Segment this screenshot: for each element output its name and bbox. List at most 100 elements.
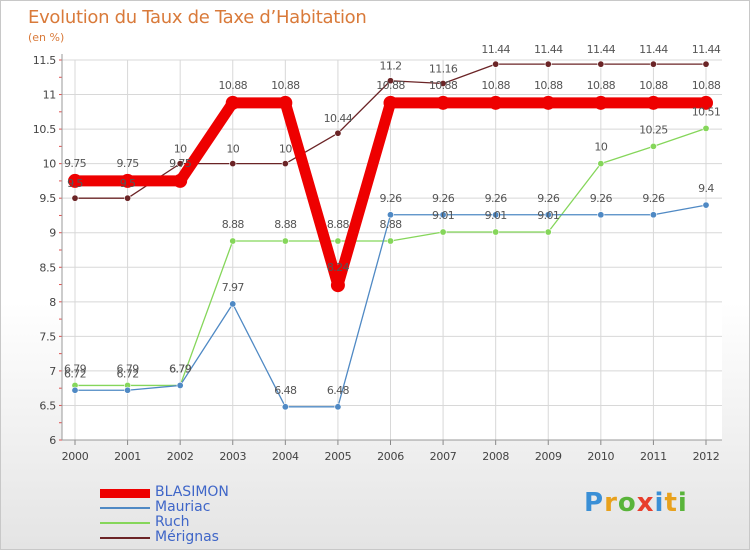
data-label-Ruch: 8.88 <box>327 218 350 231</box>
data-point-Mauriac <box>229 300 237 308</box>
y-tick-label: 11 <box>43 89 56 102</box>
data-point-Mauriac <box>281 403 289 411</box>
data-label-Mauriac: 6.79 <box>169 362 192 375</box>
x-tick-label: 2001 <box>114 450 141 463</box>
data-point-Mauriac <box>176 381 184 389</box>
data-label-Ruch: 8.88 <box>379 218 402 231</box>
data-point-BLASIMON <box>68 173 82 188</box>
data-label-BLASIMON: 10.88 <box>376 79 405 92</box>
plot-area <box>62 60 722 440</box>
data-point-Mérignas <box>229 160 237 168</box>
data-point-Mauriac <box>386 211 394 219</box>
y-tick-label: 10.5 <box>33 123 57 136</box>
legend-label: Mérignas <box>155 529 219 545</box>
legend-swatch <box>100 537 150 539</box>
data-point-Mérignas <box>492 60 500 68</box>
data-label-Mauriac: 6.48 <box>327 384 350 397</box>
data-point-Ruch <box>597 160 605 168</box>
y-tick-label: 8 <box>49 296 56 309</box>
data-label-BLASIMON: 9.75 <box>117 157 140 170</box>
x-tick-label: 2006 <box>377 450 404 463</box>
data-point-Mérignas <box>649 60 657 68</box>
data-label-Mauriac: 9.26 <box>432 192 455 205</box>
data-point-Ruch <box>492 228 500 236</box>
data-point-BLASIMON <box>488 95 503 110</box>
data-label-BLASIMON: 9.75 <box>64 157 87 170</box>
data-point-Mauriac <box>702 201 710 209</box>
data-point-Mérignas <box>176 160 184 168</box>
proxiti-logo: Proxiti <box>584 488 688 518</box>
x-tick-label: 2011 <box>640 450 667 463</box>
data-label-Mauriac: 6.72 <box>64 367 86 380</box>
data-label-Mérignas: 11.2 <box>379 60 401 73</box>
legend-label: Mauriac <box>155 499 211 515</box>
y-tick-label: 7.5 <box>39 330 56 343</box>
x-tick-label: 2007 <box>430 450 457 463</box>
data-label-Mérignas: 11.44 <box>534 43 563 56</box>
data-point-Mérignas <box>334 129 342 137</box>
data-label-Ruch: 6.79 <box>64 362 87 375</box>
legend-swatch <box>100 522 150 524</box>
data-point-Ruch <box>544 228 552 236</box>
legend-item: Mérignas <box>100 529 340 545</box>
x-tick-label: 2008 <box>482 450 509 463</box>
data-point-Mérignas <box>386 77 394 85</box>
data-label-Ruch: 9.01 <box>432 209 454 222</box>
unit-label: (en %) <box>28 31 65 44</box>
logo-letter: o <box>617 488 637 518</box>
data-label-BLASIMON: 10.88 <box>219 79 248 92</box>
data-point-BLASIMON <box>436 95 451 110</box>
data-label-Mauriac: 6.48 <box>274 384 297 397</box>
y-tick-label: 6 <box>49 434 56 447</box>
data-point-Ruch <box>702 124 710 132</box>
x-tick-label: 2012 <box>693 450 720 463</box>
y-tick-label: 10 <box>43 158 57 171</box>
data-label-Mérignas: 10 <box>279 143 292 156</box>
data-point-BLASIMON <box>383 95 398 110</box>
x-tick-label: 2002 <box>167 450 194 463</box>
data-point-Ruch <box>334 237 342 245</box>
data-point-Mauriac <box>597 211 605 219</box>
y-tick-label: 8.5 <box>39 261 56 274</box>
data-label-Mauriac: 9.26 <box>642 192 665 205</box>
logo-letter: P <box>584 488 605 518</box>
data-point-BLASIMON <box>699 95 713 110</box>
data-label-Mauriac: 7.97 <box>222 281 245 294</box>
data-label-BLASIMON: 10.88 <box>429 79 458 92</box>
data-point-Ruch <box>281 237 289 245</box>
data-point-Ruch <box>386 237 394 245</box>
legend-swatch <box>100 507 150 509</box>
data-label-Ruch: 10.51 <box>692 105 721 118</box>
data-point-Mauriac <box>544 211 552 219</box>
data-label-Mérignas: 11.44 <box>692 43 721 56</box>
data-point-Mauriac <box>649 211 657 219</box>
data-point-Mérignas <box>544 60 552 68</box>
data-point-Ruch <box>649 142 657 150</box>
data-point-BLASIMON <box>646 95 661 110</box>
data-point-BLASIMON <box>225 95 240 110</box>
legend-item: Mauriac <box>100 499 340 515</box>
data-label-BLASIMON: 10.88 <box>534 79 563 92</box>
legend-swatch <box>100 488 150 498</box>
data-point-BLASIMON <box>173 173 188 188</box>
data-point-Mérignas <box>71 194 79 202</box>
logo-letter: t <box>664 488 678 518</box>
data-point-Mérignas <box>124 194 132 202</box>
data-point-Mauriac <box>439 211 447 219</box>
data-label-Mérignas: 11.16 <box>429 62 458 75</box>
data-point-Mauriac <box>124 386 132 394</box>
data-point-Mérignas <box>597 60 605 68</box>
logo-letter: r <box>604 488 618 518</box>
logo-letter: x <box>636 488 655 518</box>
legend-item: Ruch <box>100 514 340 530</box>
data-label-BLASIMON: 10.88 <box>481 79 510 92</box>
y-tick-label: 6.5 <box>39 399 56 412</box>
data-label-Ruch: 6.79 <box>169 362 192 375</box>
x-tick-label: 2004 <box>272 450 299 463</box>
data-label-Mérignas: 9.5 <box>120 177 136 190</box>
data-label-Ruch: 6.79 <box>117 362 140 375</box>
y-tick-label: 9.5 <box>39 192 56 205</box>
data-point-BLASIMON <box>120 173 135 188</box>
x-tick-label: 2009 <box>535 450 562 463</box>
data-point-Mérignas <box>439 79 447 87</box>
